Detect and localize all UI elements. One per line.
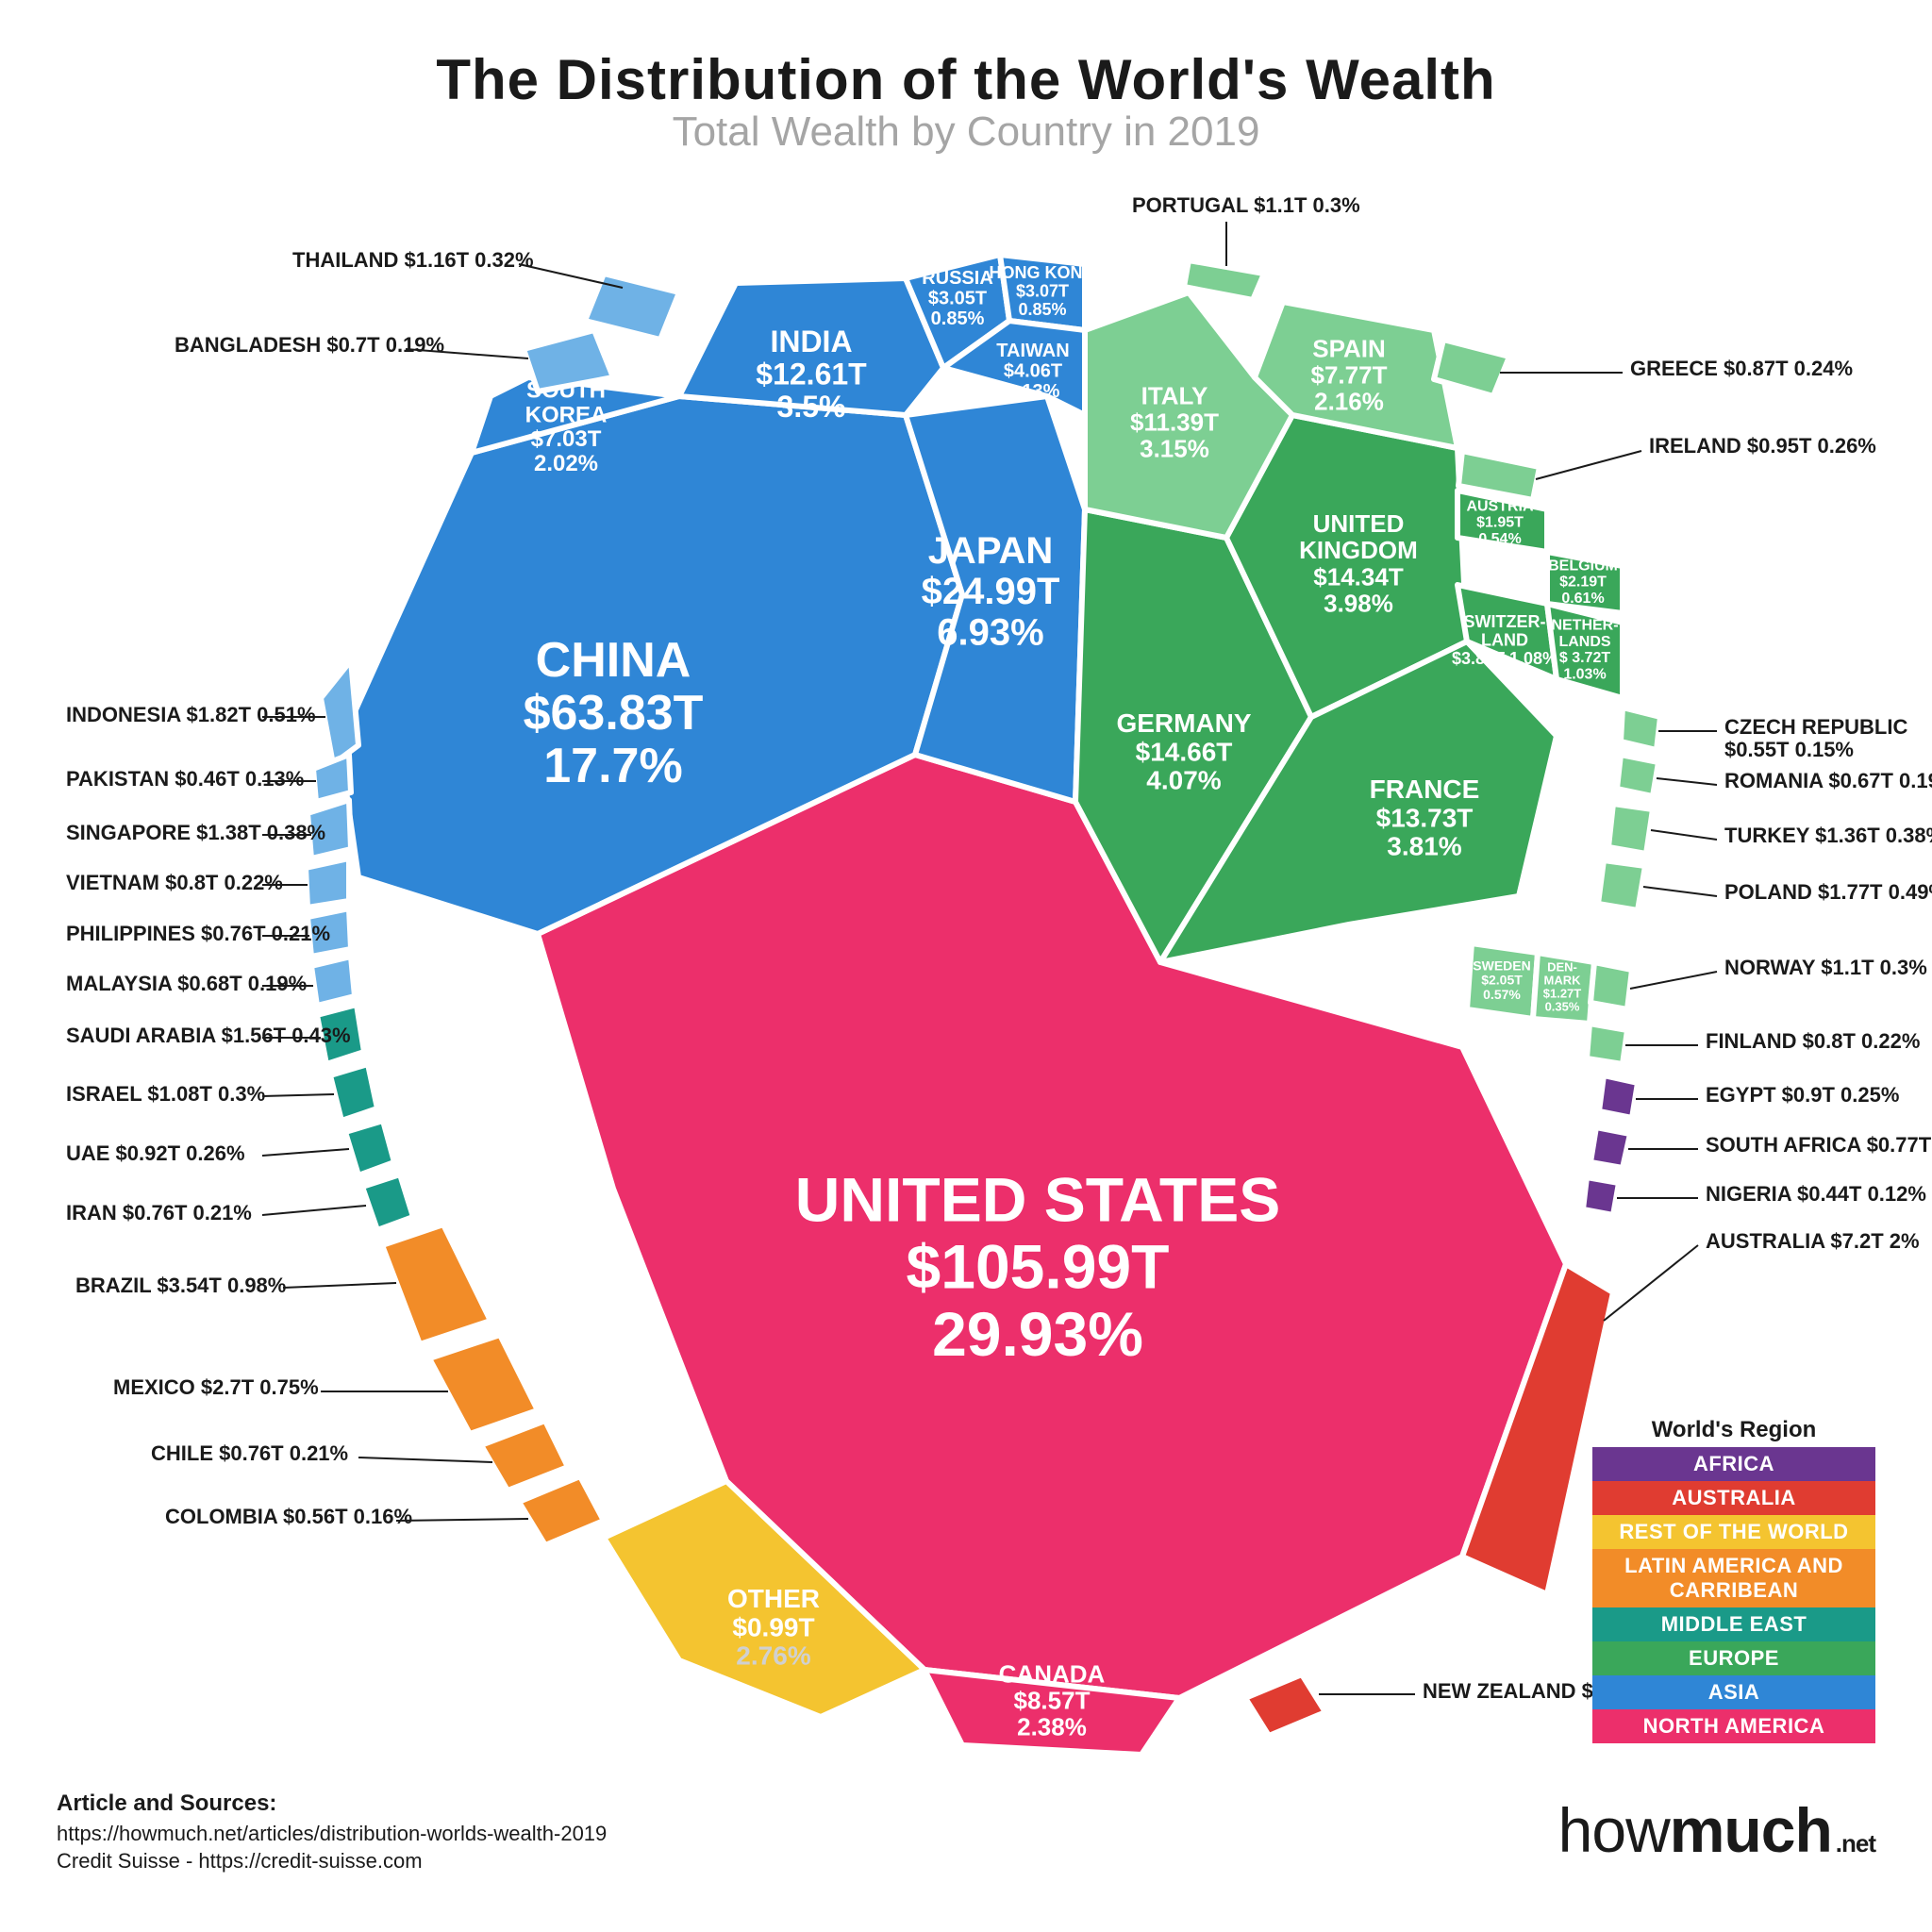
callout-singapore: SINGAPORE $1.38T 0.38% bbox=[66, 821, 325, 844]
sources-block: Article and Sources: https://howmuch.net… bbox=[57, 1789, 607, 1875]
legend-row: EUROPE bbox=[1592, 1641, 1875, 1675]
callout-turkey: TURKEY $1.36T 0.38% bbox=[1724, 824, 1932, 847]
segment-egypt bbox=[1599, 1075, 1638, 1118]
callout-vietnam: VIETNAM $0.8T 0.22% bbox=[66, 871, 283, 894]
callout-safrica: SOUTH AFRICA $0.77T 0.21% bbox=[1706, 1133, 1932, 1157]
legend-row: AUSTRALIA bbox=[1592, 1481, 1875, 1515]
callout-bangladesh: BANGLADESH $0.7T 0.19% bbox=[175, 333, 444, 357]
segment-colombia bbox=[519, 1476, 604, 1545]
callout-malaysia: MALAYSIA $0.68T 0.19% bbox=[66, 972, 307, 995]
segment-denmark bbox=[1533, 953, 1594, 1024]
callout-line-israel bbox=[262, 1094, 334, 1096]
segment-india bbox=[679, 278, 943, 415]
callout-nigeria: NIGERIA $0.44T 0.12% bbox=[1706, 1182, 1926, 1206]
callout-uae: UAE $0.92T 0.26% bbox=[66, 1141, 245, 1165]
segment-sweden bbox=[1467, 943, 1538, 1019]
segment-portugal bbox=[1184, 260, 1264, 300]
callout-colombia: COLOMBIA $0.56T 0.16% bbox=[165, 1505, 412, 1528]
segment-bangladesh bbox=[524, 330, 613, 391]
callout-pakistan: PAKISTAN $0.46T 0.13% bbox=[66, 767, 304, 791]
segment-pakistan bbox=[313, 755, 351, 802]
segment-poland bbox=[1598, 860, 1645, 910]
callout-line-australia bbox=[1604, 1245, 1698, 1321]
callout-ireland: IRELAND $0.95T 0.26% bbox=[1649, 434, 1876, 458]
legend-row: REST OF THE WORLD bbox=[1592, 1515, 1875, 1549]
segment-uae bbox=[345, 1121, 394, 1175]
callout-greece: GREECE $0.87T 0.24% bbox=[1630, 357, 1853, 380]
callout-brazil: BRAZIL $3.54T 0.98% bbox=[75, 1274, 286, 1297]
segment-turkey bbox=[1608, 804, 1653, 854]
callout-line-iran bbox=[262, 1206, 366, 1215]
callout-line-chile bbox=[358, 1457, 492, 1462]
callout-line-poland bbox=[1643, 887, 1717, 896]
logo-much: much bbox=[1670, 1795, 1832, 1865]
segment-newzealand bbox=[1245, 1674, 1325, 1736]
callout-iran: IRAN $0.76T 0.21% bbox=[66, 1201, 252, 1224]
sources-line2: Credit Suisse - https://credit-suisse.co… bbox=[57, 1847, 607, 1875]
segment-iran bbox=[362, 1174, 413, 1230]
callout-saudi: SAUDI ARABIA $1.56T 0.43% bbox=[66, 1024, 351, 1047]
segment-nigeria bbox=[1583, 1177, 1619, 1215]
callout-line-norway bbox=[1630, 972, 1717, 989]
callout-australia: AUSTRALIA $7.2T 2% bbox=[1706, 1229, 1920, 1253]
segment-chile bbox=[481, 1421, 568, 1491]
region-legend: World's Region AFRICAAUSTRALIAREST OF TH… bbox=[1592, 1417, 1875, 1743]
legend-row: NORTH AMERICA bbox=[1592, 1709, 1875, 1743]
legend-row: LATIN AMERICA AND CARRIBEAN bbox=[1592, 1549, 1875, 1607]
segment-israel bbox=[330, 1064, 377, 1121]
callout-poland: POLAND $1.77T 0.49% bbox=[1724, 880, 1932, 904]
callout-philippines: PHILIPPINES $0.76T 0.21% bbox=[66, 922, 330, 945]
callout-indonesia: INDONESIA $1.82T 0.51% bbox=[66, 703, 316, 726]
segment-belgium bbox=[1547, 552, 1623, 613]
callout-line-colombia bbox=[396, 1519, 528, 1521]
callout-norway: NORWAY $1.1T 0.3% bbox=[1724, 956, 1927, 979]
callout-israel: ISRAEL $1.08T 0.3% bbox=[66, 1082, 265, 1106]
segment-norway bbox=[1591, 962, 1632, 1009]
callout-line-romania bbox=[1657, 778, 1717, 785]
callout-line-brazil bbox=[283, 1283, 396, 1288]
sources-line1: https://howmuch.net/articles/distributio… bbox=[57, 1820, 607, 1848]
callout-finland: FINLAND $0.8T 0.22% bbox=[1706, 1029, 1920, 1053]
segment-czech bbox=[1621, 708, 1660, 750]
callout-chile: CHILE $0.76T 0.21% bbox=[151, 1441, 348, 1465]
segment-mexico bbox=[429, 1335, 538, 1434]
segment-finland bbox=[1587, 1024, 1627, 1064]
callout-line-ireland bbox=[1536, 451, 1641, 479]
howmuch-logo: howmuch.net bbox=[1558, 1794, 1875, 1866]
segment-brazil bbox=[382, 1224, 491, 1344]
callout-portugal: PORTUGAL $1.1T 0.3% bbox=[1132, 193, 1360, 217]
segment-malaysia bbox=[311, 957, 355, 1006]
legend-row: ASIA bbox=[1592, 1675, 1875, 1709]
segment-netherlands bbox=[1547, 604, 1623, 698]
logo-net: .net bbox=[1836, 1829, 1875, 1857]
legend-row: MIDDLE EAST bbox=[1592, 1607, 1875, 1641]
callout-czech: CZECH REPUBLIC$0.55T 0.15% bbox=[1724, 715, 1907, 761]
legend-row: AFRICA bbox=[1592, 1447, 1875, 1481]
legend-title: World's Region bbox=[1592, 1417, 1875, 1443]
segment-romania bbox=[1617, 755, 1658, 796]
callout-romania: ROMANIA $0.67T 0.19% bbox=[1724, 769, 1932, 792]
sources-header: Article and Sources: bbox=[57, 1789, 607, 1819]
callout-line-uae bbox=[262, 1149, 349, 1156]
callout-line-turkey bbox=[1651, 830, 1717, 840]
callout-thailand: THAILAND $1.16T 0.32% bbox=[292, 248, 534, 272]
segment-thailand bbox=[585, 274, 679, 340]
callout-egypt: EGYPT $0.9T 0.25% bbox=[1706, 1083, 1899, 1107]
segment-indonesia bbox=[321, 660, 358, 764]
segment-vietnam bbox=[306, 858, 349, 908]
callout-mexico: MEXICO $2.7T 0.75% bbox=[113, 1375, 319, 1399]
segment-safrica bbox=[1591, 1127, 1630, 1168]
logo-how: how bbox=[1558, 1795, 1670, 1865]
